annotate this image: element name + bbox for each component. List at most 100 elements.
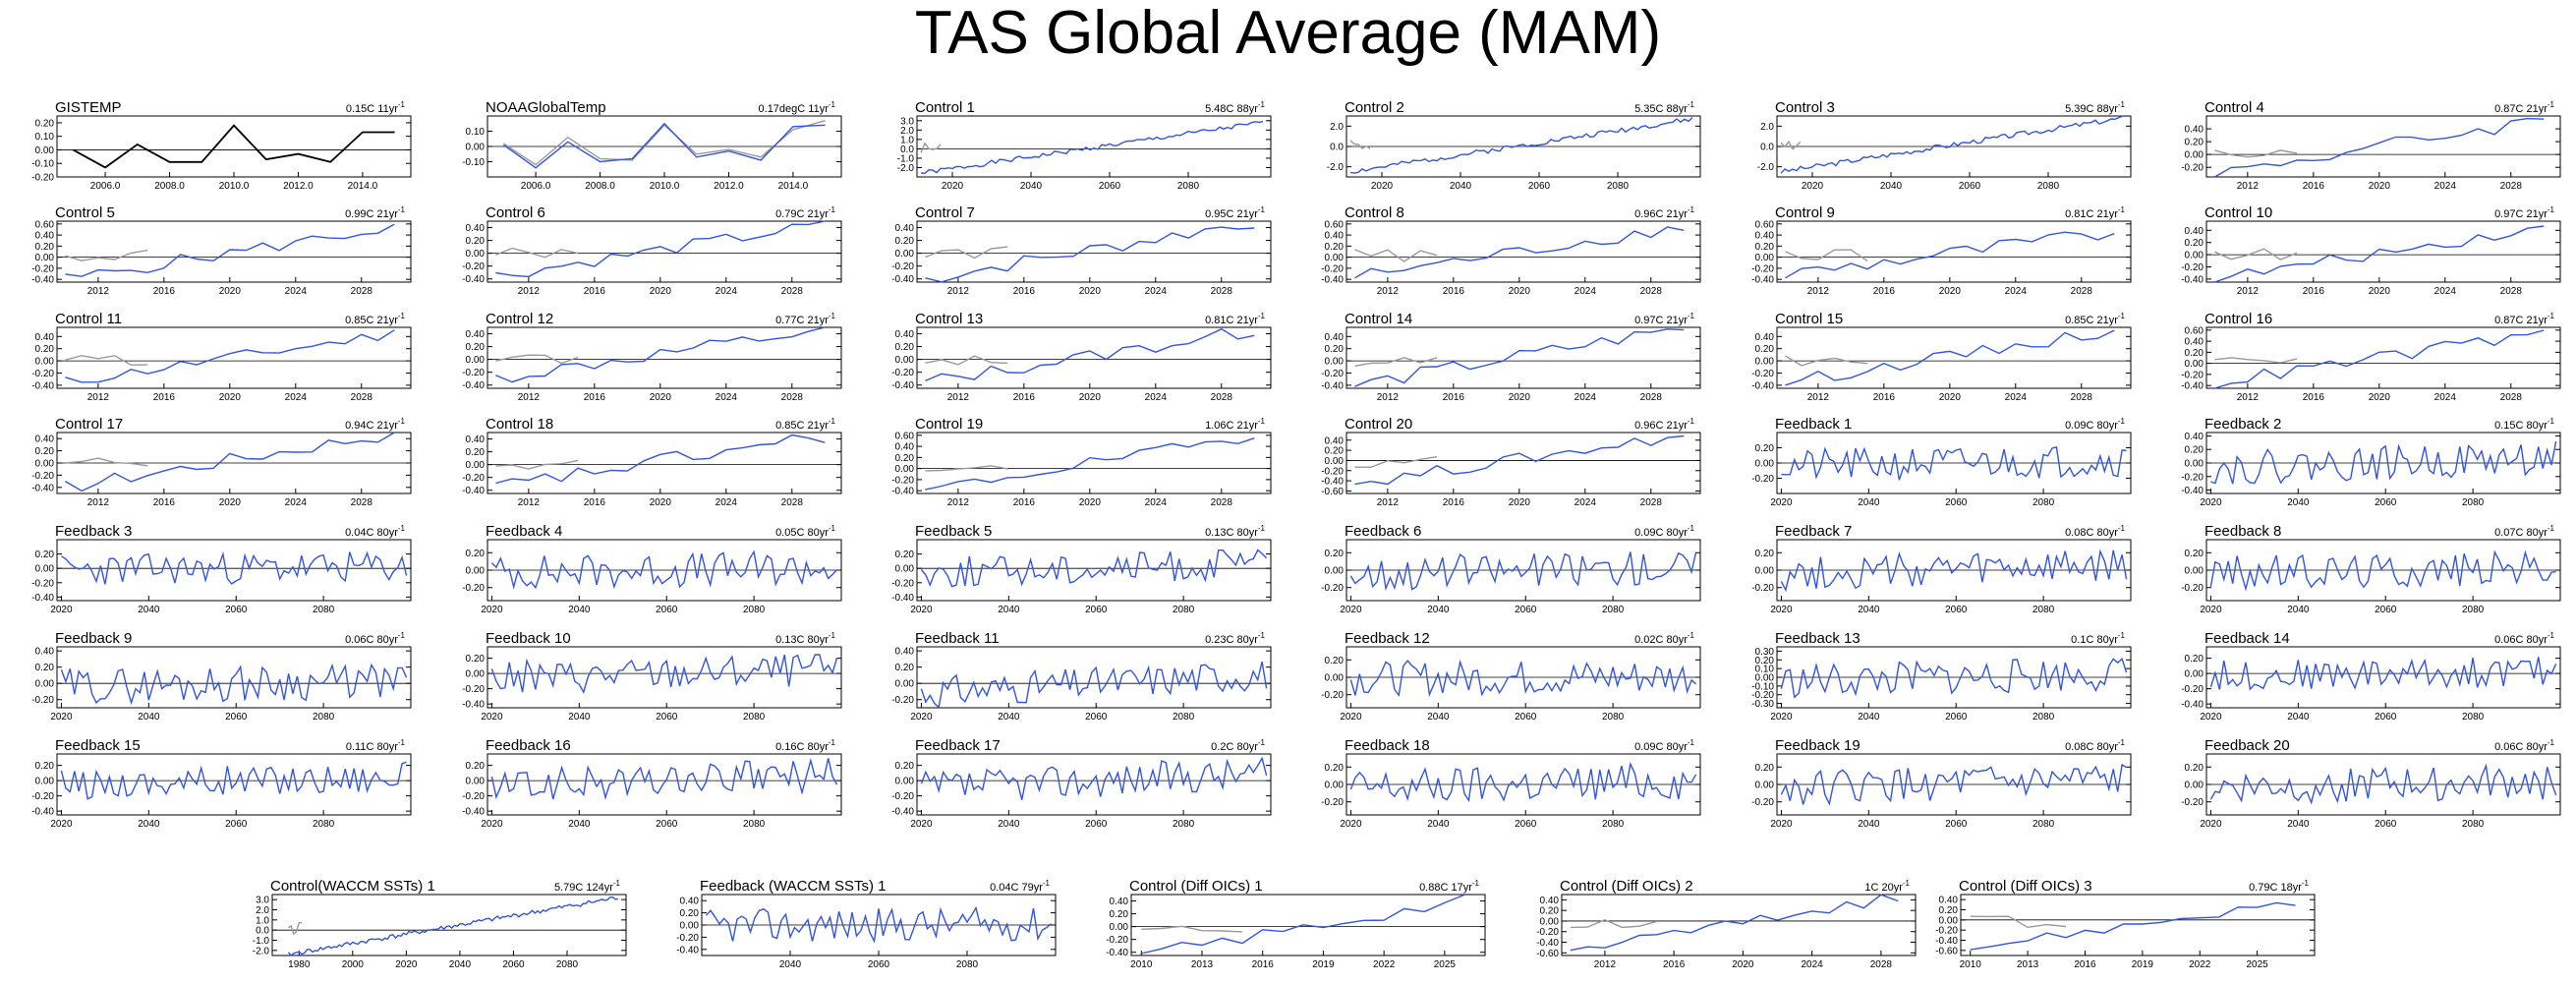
x-tick-label: 2080 [743, 819, 766, 830]
series-line [2214, 248, 2298, 260]
series-line [502, 122, 826, 169]
y-tick-label: 0.00 [2185, 566, 2204, 577]
x-tick-label: 2020 [395, 959, 418, 970]
x-tick-label: 2019 [2132, 959, 2154, 970]
panel-trend-stat: 0.04C 79yr-1 [990, 879, 1050, 894]
y-tick-label: 0.00 [1325, 253, 1345, 263]
panel-23: Feedback 1 0.09C 80yr-1 0.20 0.00 -0.20 2020 2… [1751, 416, 2132, 508]
panel-title: Control 2 [1345, 99, 1404, 116]
y-tick-label: 0.60 [1325, 219, 1345, 230]
x-tick-label: 2080 [2032, 819, 2055, 830]
x-tick-label: 2012 [2237, 392, 2260, 403]
x-tick-label: 2060 [1085, 819, 1108, 830]
x-tick-label: 2080 [2462, 497, 2485, 508]
y-tick-label: 0.20 [1755, 344, 1775, 355]
panel-trend-stat: 0.99C 21yr-1 [345, 205, 405, 220]
plot-frame [56, 220, 412, 283]
x-tick-label: 2060 [2375, 819, 2397, 830]
plot-frame [916, 220, 1272, 283]
y-tick-label: 0.40 [1325, 435, 1345, 446]
series-line [72, 124, 395, 169]
x-tick-label: 2080 [556, 959, 579, 970]
y-tick-label: 2.0 [900, 126, 914, 137]
x-tick-label: 2060 [868, 959, 890, 970]
panel-46: Control (Diff OICs) 2 1C 20yr-1 0.400.200.… [1536, 878, 1917, 970]
panel-title: Feedback 20 [2204, 737, 2290, 754]
panel-22: Control 20 0.96C 21yr-10.400.200.00-0.20-… [1321, 416, 1701, 508]
panel-trend-stat: 0.94C 21yr-1 [345, 417, 405, 432]
x-tick-label: 2012.0 [714, 181, 744, 192]
panel-16: Control 14 0.97C 21yr-1 0.400.20 0.00-0.20-… [1321, 311, 1701, 403]
panel-39: Feedback 17 0.2C 80yr-1 0.20 0.00 -0.20 -0.40… [891, 737, 1272, 830]
y-tick-label: 0.00 [1325, 566, 1345, 577]
x-tick-label: 2020 [481, 819, 503, 830]
y-tick-label: 0.20 [2185, 549, 2204, 559]
series-line [2209, 657, 2557, 691]
plot-frame [56, 646, 412, 709]
series-line [925, 437, 1255, 491]
y-tick-label: -0.40 [676, 945, 699, 955]
panel-8: Control 6 0.79C 21yr-1 0.40 0.20 0.00-0.20 -0… [462, 204, 842, 297]
x-tick-label: 2020 [50, 819, 73, 830]
y-tick-label: 0.40 [895, 442, 915, 453]
panel-29: Feedback 7 0.08C 80yr-1 0.20 0.00 -0.20 2020 2… [1751, 523, 2132, 615]
panel-trend-stat: 0.09C 80yr-1 [2065, 417, 2125, 432]
x-tick-label: 2020 [1371, 181, 1394, 192]
y-tick-label: 2.0 [1760, 122, 1774, 133]
series-line [61, 550, 408, 585]
panel-6: Control 4 0.87C 21yr-1 0.40 0.20 0.00 -0.20 20… [2181, 99, 2561, 192]
x-tick-label: 2020 [2369, 181, 2391, 192]
y-tick-label: 0.00 [466, 777, 486, 787]
x-tick-label: 2080 [2037, 181, 2060, 192]
x-tick-label: 2020 [2200, 712, 2222, 723]
y-tick-label: 0.20 [2185, 763, 2204, 774]
panel-trend-stat: 0.06C 80yr-1 [2494, 631, 2554, 646]
y-tick-label: 0.20 [35, 118, 55, 129]
x-tick-label: 2014.0 [348, 181, 378, 192]
x-tick-label: 2012 [947, 392, 970, 403]
x-tick-label: 2020 [1340, 605, 1362, 615]
y-tick-label: 0.00 [2185, 359, 2204, 370]
panel-title: Feedback 10 [486, 630, 571, 647]
y-tick-label: 0.40 [1540, 896, 1560, 906]
x-tick-label: 2040 [1858, 605, 1880, 615]
x-tick-label: 2020 [481, 605, 503, 615]
y-tick-label: -0.40 [891, 593, 914, 604]
x-tick-label: 2016 [2303, 181, 2325, 192]
x-tick-label: 2024 [2434, 392, 2457, 403]
y-tick-label: -0.40 [462, 700, 485, 711]
y-tick-label: -0.20 [2181, 472, 2204, 483]
x-tick-label: 2012 [1377, 497, 1400, 508]
y-tick-label: 0.00 [680, 921, 700, 932]
x-tick-label: 2020 [1340, 712, 1362, 723]
panel-title: Feedback 16 [486, 737, 571, 754]
panel-34: Feedback 12 0.02C 80yr-1 0.20 0.00 -0.20 2020… [1321, 630, 1701, 723]
panel-9: Control 7 0.95C 21yr-1 0.40 0.20 0.00-0.20 -0… [891, 204, 1272, 297]
x-tick-label: 2060 [1515, 605, 1537, 615]
y-tick-label: -0.20 [462, 473, 485, 484]
y-tick-label: 0.10 [466, 127, 486, 138]
x-tick-label: 2080 [956, 959, 979, 970]
panel-3: Control 1 5.48C 88yr-1 3.02.01.00.0-1.0-2.… [897, 99, 1272, 192]
panel-15: Control 13 0.81C 21yr-1 0.40 0.20 0.00 -0.20 -… [891, 311, 1272, 403]
panel-trend-stat: 0.15C 80yr-1 [2494, 417, 2554, 432]
y-tick-label: 0.00 [466, 669, 486, 680]
x-tick-label: 2008.0 [585, 181, 615, 192]
y-tick-label: -0.40 [1321, 380, 1344, 391]
series-line [503, 120, 826, 166]
panel-title: Feedback 19 [1775, 737, 1860, 754]
panel-27: Feedback 5 0.13C 80yr-1 0.20 0.00 -0.20 -0.40… [891, 523, 1272, 615]
panel-36: Feedback 14 0.06C 80yr-1 0.20 0.00 -0.20 -0.4… [2181, 630, 2561, 723]
y-tick-label: -2.0 [1757, 162, 1775, 173]
panel-title: Feedback 12 [1345, 630, 1430, 647]
x-tick-label: 2012 [1377, 286, 1400, 297]
x-tick-label: 2028 [1211, 286, 1233, 297]
series-line [1354, 328, 1685, 387]
x-tick-label: 2012 [87, 497, 110, 508]
plot-frame [916, 753, 1272, 816]
x-tick-label: 2028 [781, 286, 804, 297]
panel-trend-stat: 0.97C 21yr-1 [1634, 312, 1694, 326]
y-tick-label: 0.20 [1755, 763, 1775, 774]
y-tick-label: -0.40 [891, 274, 914, 285]
panel-title: Feedback 14 [2204, 630, 2290, 647]
